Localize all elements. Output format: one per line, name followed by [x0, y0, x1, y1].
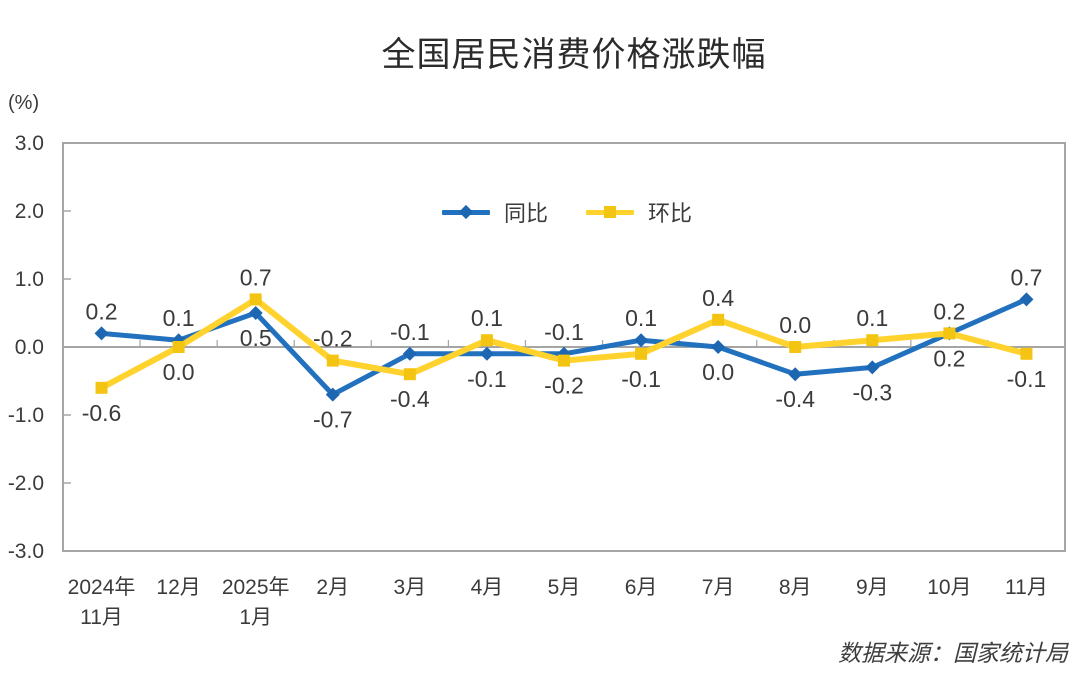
mom-point-marker	[1020, 347, 1033, 360]
mom-data-label: -0.2	[544, 373, 584, 399]
mom-data-label: 0.1	[471, 305, 503, 331]
x-axis-label: 11月	[80, 606, 123, 629]
mom-data-label: -0.1	[621, 366, 661, 392]
yoy-data-label: -0.1	[390, 319, 430, 345]
yoy-point-marker	[479, 346, 494, 361]
mom-point-marker	[95, 381, 108, 394]
mom-data-label: 0.0	[163, 359, 195, 385]
x-axis-label: 10月	[927, 576, 971, 599]
yoy-point-marker	[1019, 292, 1034, 307]
mom-point-marker	[943, 327, 956, 340]
y-axis-tick-label: -2.0	[8, 472, 44, 495]
mom-data-label: 0.2	[933, 298, 965, 324]
x-axis-label: 9月	[856, 576, 889, 599]
mom-point-marker	[558, 354, 570, 367]
source-note: 数据来源：国家统计局	[838, 641, 1068, 666]
mom-point-marker	[480, 334, 493, 347]
square-marker-icon	[604, 206, 616, 218]
yoy-data-label: -0.1	[544, 319, 584, 345]
x-axis-label: 2025年	[222, 576, 290, 599]
yoy-point-marker	[711, 340, 726, 354]
yoy-point-marker	[248, 306, 263, 320]
x-axis-label: 7月	[702, 576, 735, 599]
yoy-data-label: 0.0	[702, 359, 734, 385]
y-axis-tick-label: -1.0	[8, 404, 44, 427]
legend-label-yoy: 同比	[503, 201, 548, 226]
mom-point-marker	[712, 313, 725, 326]
mom-point-marker	[866, 334, 879, 347]
y-axis-tick-label: 0.0	[15, 336, 44, 359]
chart-legend: 同比 环比	[441, 196, 692, 228]
yoy-data-label: -0.7	[313, 407, 353, 433]
mom-data-label: 0.7	[240, 264, 272, 290]
x-axis-label: 11月	[1005, 576, 1048, 599]
yoy-point-marker	[865, 360, 880, 375]
chart-title: 全国居民消费价格涨跌幅	[381, 36, 767, 74]
legend-item-yoy: 同比	[441, 196, 548, 228]
mom-data-label: -0.6	[82, 400, 122, 426]
mom-data-label: -0.2	[313, 326, 353, 352]
mom-point-marker	[789, 341, 802, 353]
mom-point-marker	[403, 368, 416, 381]
y-axis-tick-label: -3.0	[8, 540, 44, 563]
yoy-line-sample	[441, 204, 490, 220]
y-axis-tick-label: 3.0	[15, 132, 44, 155]
mom-line-sample	[586, 206, 634, 218]
yoy-data-label: -0.4	[775, 386, 815, 412]
x-axis-label: 2月	[316, 576, 349, 599]
x-axis-label: 8月	[779, 576, 812, 599]
mom-data-label: 0.0	[779, 312, 811, 338]
yoy-data-label: 0.2	[933, 345, 965, 371]
yoy-data-label: 0.7	[1010, 264, 1042, 290]
mom-point-marker	[635, 347, 648, 360]
mom-point-marker	[172, 341, 185, 353]
y-axis-tick-label: 1.0	[15, 268, 44, 291]
yoy-point-marker	[634, 333, 649, 348]
yoy-data-label: 0.2	[86, 298, 118, 324]
yoy-data-label: -0.3	[852, 379, 892, 405]
x-axis-label: 12月	[156, 576, 200, 599]
yoy-data-label: -0.1	[467, 366, 507, 392]
legend-item-mom: 环比	[586, 196, 692, 228]
mom-point-marker	[249, 293, 262, 306]
yoy-point-marker	[325, 387, 340, 402]
mom-data-label: 0.1	[856, 305, 888, 331]
yoy-data-label: 0.1	[163, 305, 195, 331]
yoy-data-label: 0.5	[240, 325, 272, 351]
y-axis-unit-label: (%)	[8, 92, 40, 114]
mom-data-label: -0.4	[390, 386, 430, 412]
yoy-point-marker	[94, 326, 109, 341]
x-axis-label: 6月	[625, 576, 658, 599]
mom-data-label: 0.4	[702, 285, 734, 311]
x-axis-label: 1月	[239, 606, 272, 629]
legend-label-mom: 环比	[648, 201, 693, 226]
y-axis-tick-label: 2.0	[15, 200, 44, 223]
x-axis-label: 2024年	[68, 576, 136, 599]
mom-data-label: -0.1	[1007, 366, 1047, 392]
x-axis-label: 5月	[548, 576, 581, 599]
yoy-data-label: 0.1	[625, 305, 657, 331]
x-axis-label: 4月	[471, 576, 504, 599]
x-axis-label: 3月	[394, 576, 427, 599]
yoy-point-marker	[402, 346, 417, 361]
mom-point-marker	[326, 354, 339, 367]
yoy-point-marker	[788, 367, 803, 382]
